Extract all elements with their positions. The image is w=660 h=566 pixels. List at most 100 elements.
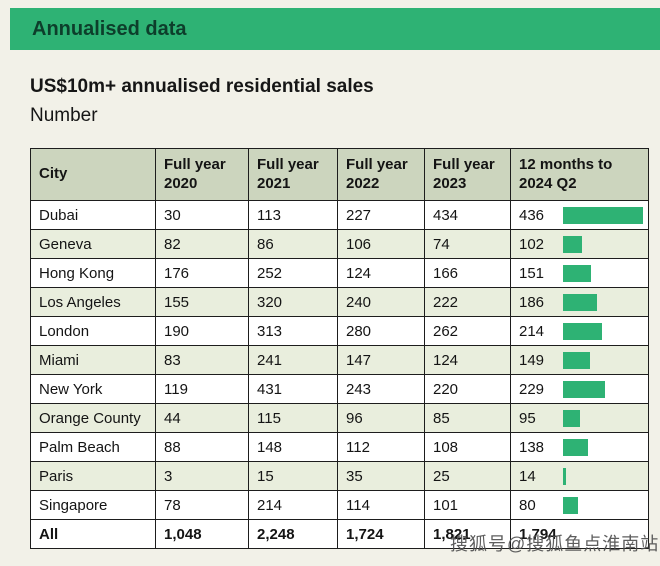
value-cell: 186 (510, 287, 649, 317)
value-with-bar: 1,794 (519, 521, 646, 548)
page-subtitle: Number (30, 104, 98, 126)
city-cell: Hong Kong (30, 258, 156, 288)
value-with-bar: 214 (519, 318, 646, 345)
value-cell: 222 (424, 287, 511, 317)
banner: Annualised data (10, 8, 660, 50)
table-body: Dubai 30 113 227 434 436 Geneva 82 86 106 74 102 Hon… (30, 200, 649, 549)
value-cell: 243 (337, 374, 425, 404)
value-cell: 102 (510, 229, 649, 259)
value-cell: 1,794 (510, 519, 649, 549)
value-cell: 151 (510, 258, 649, 288)
value-cell: 220 (424, 374, 511, 404)
column-header: City (30, 148, 156, 201)
value-cell: 108 (424, 432, 511, 462)
value-cell: 80 (510, 490, 649, 520)
value-cell: 227 (337, 200, 425, 230)
value-cell: 434 (424, 200, 511, 230)
value-cell: 320 (248, 287, 338, 317)
table-header-row: City Full year 2020 Full year 2021 Full yea… (30, 148, 649, 201)
value-cell: 124 (424, 345, 511, 375)
value-text: 229 (519, 380, 545, 398)
value-text: 95 (519, 409, 536, 427)
value-with-bar: 102 (519, 231, 646, 258)
value-cell: 14 (510, 461, 649, 491)
table-row: Hong Kong 176 252 124 166 151 (30, 258, 649, 288)
value-cell: 86 (248, 229, 338, 259)
value-cell: 229 (510, 374, 649, 404)
value-cell: 436 (510, 200, 649, 230)
value-cell: 280 (337, 316, 425, 346)
value-cell: 313 (248, 316, 338, 346)
watermark: 搜狐号@搜狐鱼点淮南站 (450, 534, 660, 554)
value-cell: 176 (155, 258, 249, 288)
value-with-bar: 80 (519, 492, 646, 519)
value-cell: 124 (337, 258, 425, 288)
value-cell: 148 (248, 432, 338, 462)
value-cell: 74 (424, 229, 511, 259)
value-bar (563, 438, 588, 456)
table-row: Dubai 30 113 227 434 436 (30, 200, 649, 230)
value-bar (563, 264, 591, 282)
table-row: London 190 313 280 262 214 (30, 316, 649, 346)
table-row: Geneva 82 86 106 74 102 (30, 229, 649, 259)
value-text: 80 (519, 496, 536, 514)
value-cell: 166 (424, 258, 511, 288)
value-cell: 149 (510, 345, 649, 375)
value-cell: 431 (248, 374, 338, 404)
value-text: 14 (519, 467, 536, 485)
value-bar (563, 206, 643, 224)
value-cell: 82 (155, 229, 249, 259)
value-with-bar: 151 (519, 260, 646, 287)
value-cell: 35 (337, 461, 425, 491)
city-cell: Miami (30, 345, 156, 375)
table-row: Miami 83 241 147 124 149 (30, 345, 649, 375)
value-with-bar: 149 (519, 347, 646, 374)
value-text: 214 (519, 322, 545, 340)
table-row: Singapore 78 214 114 101 80 (30, 490, 649, 520)
value-cell: 262 (424, 316, 511, 346)
value-cell: 112 (337, 432, 425, 462)
city-cell: Geneva (30, 229, 156, 259)
column-header: Full year 2020 (155, 148, 249, 201)
city-cell: Palm Beach (30, 432, 156, 462)
value-with-bar: 186 (519, 289, 646, 316)
value-with-bar: 229 (519, 376, 646, 403)
value-cell: 2,248 (248, 519, 338, 549)
value-bar (563, 467, 566, 485)
value-bar (563, 322, 602, 340)
value-bar (563, 293, 597, 311)
value-cell: 15 (248, 461, 338, 491)
value-text: 436 (519, 206, 545, 224)
value-cell: 138 (510, 432, 649, 462)
page-title: US$10m+ annualised residential sales (30, 76, 374, 97)
value-text: 102 (519, 235, 545, 253)
column-header: Full year 2022 (337, 148, 425, 201)
value-cell: 106 (337, 229, 425, 259)
value-cell: 190 (155, 316, 249, 346)
value-cell: 119 (155, 374, 249, 404)
table-row: Orange County 44 115 96 85 95 (30, 403, 649, 433)
value-with-bar: 14 (519, 463, 646, 490)
value-text: 186 (519, 293, 545, 311)
value-cell: 1,724 (337, 519, 425, 549)
table-row: All 1,048 2,248 1,724 1,821 1,794 (30, 519, 649, 549)
city-cell: Paris (30, 461, 156, 491)
value-cell: 83 (155, 345, 249, 375)
table-row: New York 119 431 243 220 229 (30, 374, 649, 404)
value-cell: 96 (337, 403, 425, 433)
column-header: 12 months to 2024 Q2 (510, 148, 649, 201)
city-cell: Orange County (30, 403, 156, 433)
value-bar (563, 409, 580, 427)
value-cell: 30 (155, 200, 249, 230)
value-cell: 214 (510, 316, 649, 346)
value-cell: 1,821 (424, 519, 511, 549)
heading: US$10m+ annualised residential sales Num… (30, 76, 374, 127)
city-cell: All (30, 519, 156, 549)
value-bar (563, 380, 605, 398)
value-text: 151 (519, 264, 545, 282)
table-head: City Full year 2020 Full year 2021 Full yea… (30, 148, 649, 201)
value-cell: 155 (155, 287, 249, 317)
value-cell: 214 (248, 490, 338, 520)
value-cell: 95 (510, 403, 649, 433)
value-cell: 85 (424, 403, 511, 433)
